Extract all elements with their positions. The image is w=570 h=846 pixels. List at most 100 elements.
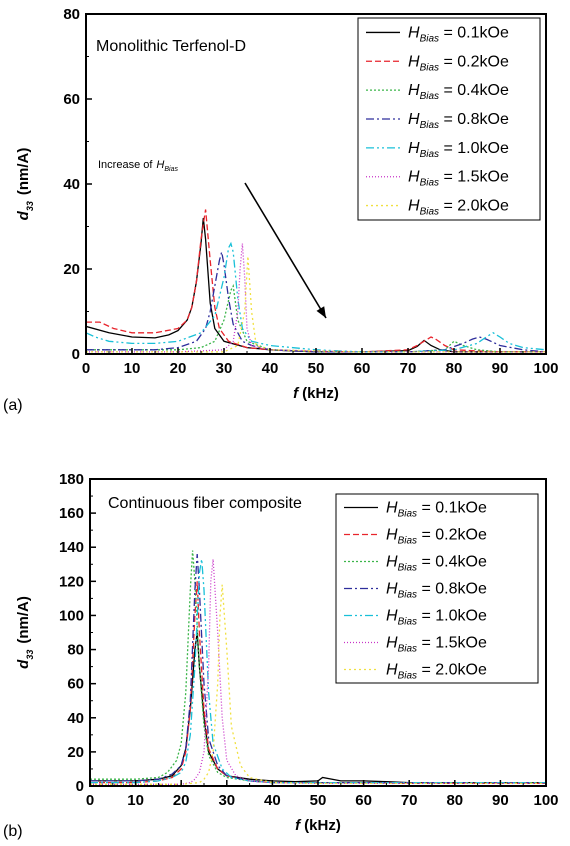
legend-value: = 2.0kOe: [439, 198, 509, 215]
x-tick-label: 10: [127, 792, 144, 809]
legend-label-7: HBias = 2.0kOe: [408, 198, 509, 218]
legend-value: = 0.8kOe: [439, 111, 509, 128]
x-axis-unit: (kHz): [302, 385, 339, 402]
legend-value: = 0.4kOe: [439, 82, 509, 99]
legend-sub: Bias: [398, 644, 417, 655]
arrow-text-sub: Bias: [164, 166, 178, 173]
legend-value: = 0.1kOe: [439, 24, 509, 41]
legend-var: H: [386, 662, 398, 679]
arrow-text-var: H: [156, 159, 164, 171]
x-tick-label: 20: [170, 360, 187, 377]
legend-value: = 0.2kOe: [439, 53, 509, 70]
x-axis-var: f: [295, 817, 302, 834]
arrow-annotation: Increase of HBias: [98, 159, 178, 173]
legend-value: = 1.0kOe: [439, 140, 509, 157]
series-line-2: [86, 209, 546, 353]
chart-annotation: Continuous fiber composite: [108, 495, 302, 512]
legend-var: H: [408, 82, 420, 99]
y-tick-label: 100: [59, 607, 84, 624]
legend-label-1: HBias = 0.1kOe: [408, 24, 509, 44]
series-lines: [86, 209, 546, 353]
series-line-5: [90, 559, 546, 784]
y-axis-label: d33 (nm/A): [15, 148, 35, 221]
arrow-text: Increase of: [98, 159, 153, 171]
legend-sub: Bias: [420, 33, 439, 44]
chart-annotation: Monolithic Terfenol-D: [96, 38, 246, 55]
x-axis-label: f (kHz): [293, 385, 339, 402]
y-tick-label: 20: [63, 261, 80, 278]
legend-var: H: [386, 527, 398, 544]
legend-box: [335, 493, 539, 684]
chart-panel-b: 0 10 20 30 40 50 60 70 80 90 100 0 20 40 60 80 100 120 140…: [3, 471, 559, 840]
legend-var: H: [408, 24, 420, 41]
legend-label-2: HBias = 0.2kOe: [408, 53, 509, 73]
legend-label-3: HBias = 0.4kOe: [408, 82, 509, 102]
series-line-4: [90, 553, 546, 784]
y-axis-var: d: [15, 659, 32, 669]
arrow-line: [244, 182, 327, 319]
legend-sub: Bias: [398, 590, 417, 601]
legend-label-1: HBias = 0.1kOe: [386, 500, 487, 520]
legend-label-5: HBias = 1.0kOe: [386, 608, 487, 628]
y-tick-label: 120: [59, 573, 84, 590]
panel-label: (b): [3, 823, 23, 840]
legend-label-6: HBias = 1.5kOe: [408, 169, 509, 189]
y-tick-label: 60: [63, 91, 80, 108]
legend-value: = 0.1kOe: [417, 500, 487, 517]
arrow-head: [316, 306, 326, 318]
x-axis-label: f (kHz): [295, 817, 341, 834]
x-tick-label: 30: [216, 360, 233, 377]
y-tick-label: 60: [67, 676, 84, 693]
series-line-2: [90, 581, 546, 785]
legend-sub: Bias: [420, 62, 439, 73]
legend-label-5: HBias = 1.0kOe: [408, 140, 509, 160]
y-axis-unit: (nm/A): [15, 596, 32, 644]
legend-sub: Bias: [398, 563, 417, 574]
y-axis-unit: (nm/A): [15, 148, 32, 196]
x-tick-label: 20: [173, 792, 190, 809]
legend-sub: Bias: [398, 671, 417, 682]
y-tick-label: 160: [59, 505, 84, 522]
y-tick-label: 140: [59, 539, 84, 556]
x-axis-var: f: [293, 385, 300, 402]
legend-label-6: HBias = 1.5kOe: [386, 635, 487, 655]
x-tick-label: 80: [446, 792, 463, 809]
legend-value: = 1.5kOe: [417, 635, 487, 652]
x-tick-label: 100: [533, 360, 558, 377]
y-axis-var: d: [15, 210, 32, 220]
legend-value: = 2.0kOe: [417, 662, 487, 679]
legend-var: H: [408, 169, 420, 186]
legend-var: H: [408, 140, 420, 157]
legend-var: H: [408, 53, 420, 70]
legend-sub: Bias: [398, 509, 417, 520]
x-tick-label: 50: [308, 360, 325, 377]
legend-value: = 1.5kOe: [439, 169, 509, 186]
series-line-4: [86, 251, 546, 353]
x-tick-label: 70: [401, 792, 418, 809]
y-tick-label: 0: [76, 778, 84, 795]
y-tick-label: 40: [63, 176, 80, 193]
legend-sub: Bias: [420, 149, 439, 160]
legend-sub: Bias: [398, 536, 417, 547]
x-tick-label: 90: [492, 792, 509, 809]
y-axis-subscript: 33: [25, 650, 35, 660]
x-tick-label: 60: [354, 360, 371, 377]
legend-sub: Bias: [420, 120, 439, 131]
x-tick-label: 30: [218, 792, 235, 809]
legend-var: H: [386, 554, 398, 571]
y-tick-label: 20: [67, 744, 84, 761]
legend-label-2: HBias = 0.2kOe: [386, 527, 487, 547]
legend-sub: Bias: [398, 617, 417, 628]
legend-var: H: [386, 500, 398, 517]
y-tick-label: 40: [67, 710, 84, 727]
x-tick-label: 10: [124, 360, 141, 377]
y-axis-subscript: 33: [25, 201, 35, 211]
legend-value: = 0.8kOe: [417, 581, 487, 598]
x-tick-label: 80: [446, 360, 463, 377]
y-tick-label: 0: [72, 346, 80, 363]
series-line-1: [86, 217, 546, 353]
legend-label-3: HBias = 0.4kOe: [386, 554, 487, 574]
